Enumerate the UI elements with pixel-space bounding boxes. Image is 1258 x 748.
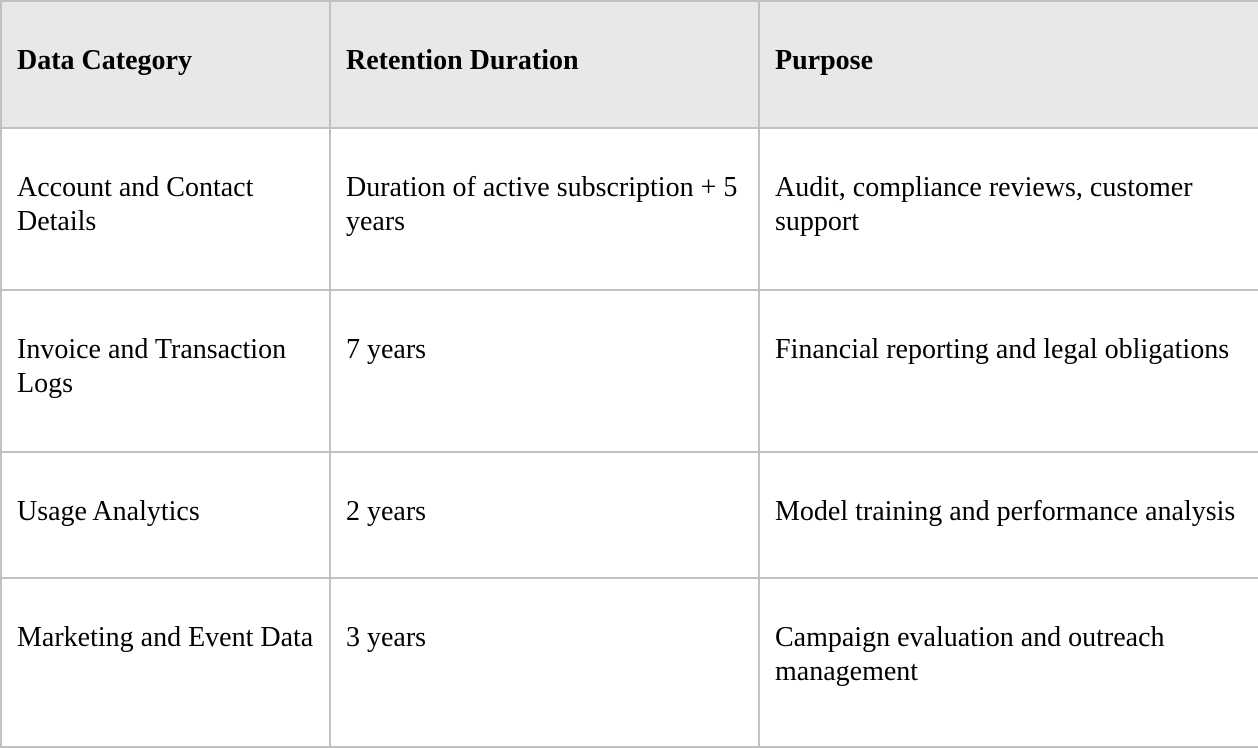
column-header-retention-duration: Retention Duration (329, 0, 760, 129)
cell-data-category: Invoice and Transaction Logs (0, 289, 331, 453)
cell-retention-duration: 7 years (329, 289, 760, 453)
table-row: Usage Analytics 2 years Model training a… (0, 451, 1258, 579)
table-header-row: Data Category Retention Duration Purpose (0, 0, 1258, 129)
cell-retention-duration: 3 years (329, 577, 760, 748)
table-row: Invoice and Transaction Logs 7 years Fin… (0, 289, 1258, 453)
cell-purpose: Campaign evaluation and outreach managem… (758, 577, 1258, 748)
column-header-purpose: Purpose (758, 0, 1258, 129)
cell-data-category: Usage Analytics (0, 451, 331, 579)
cell-retention-duration: 2 years (329, 451, 760, 579)
cell-retention-duration: Duration of active subscription + 5 year… (329, 127, 760, 291)
column-header-data-category: Data Category (0, 0, 331, 129)
table-row: Marketing and Event Data 3 years Campaig… (0, 577, 1258, 748)
cell-data-category: Marketing and Event Data (0, 577, 331, 748)
cell-purpose: Audit, compliance reviews, customer supp… (758, 127, 1258, 291)
cell-purpose: Financial reporting and legal obligation… (758, 289, 1258, 453)
table-row: Account and Contact Details Duration of … (0, 127, 1258, 291)
cell-data-category: Account and Contact Details (0, 127, 331, 291)
cell-purpose: Model training and performance analysis (758, 451, 1258, 579)
